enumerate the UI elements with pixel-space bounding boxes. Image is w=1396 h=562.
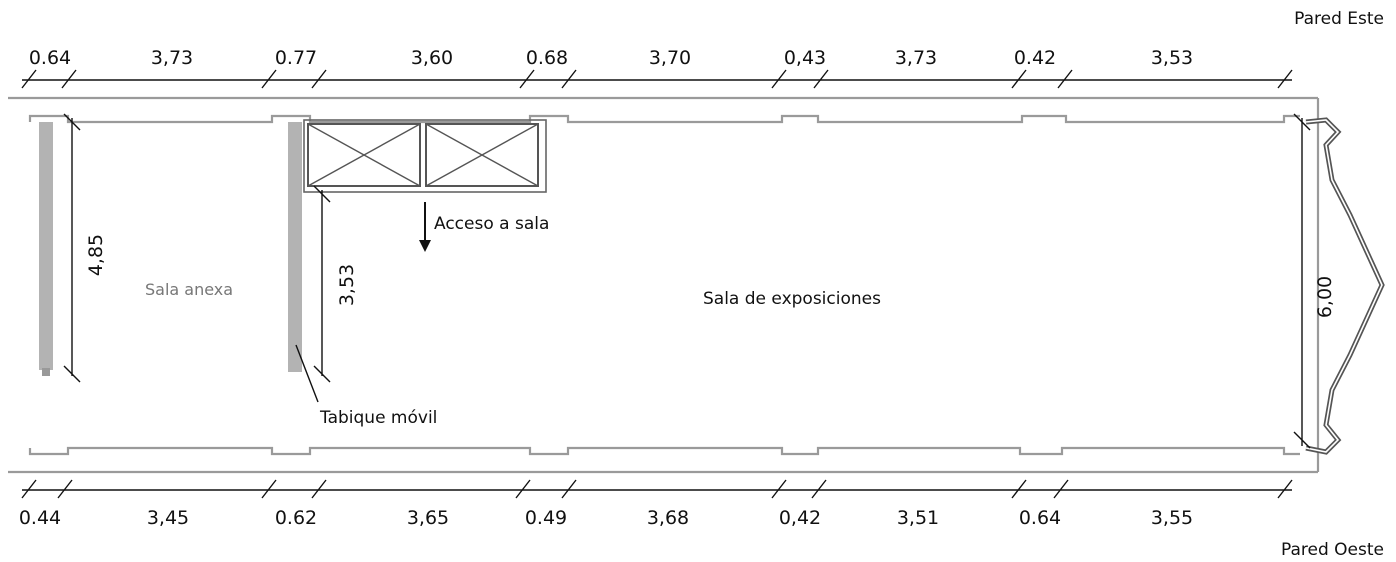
bottom-dim-9: 0.64	[1019, 507, 1061, 529]
bottom-dimension-line	[21, 479, 1293, 499]
bottom-dim-3: 0.62	[275, 507, 317, 529]
top-dim-7: 0,43	[784, 47, 826, 69]
top-dim-1: 0.64	[29, 47, 71, 69]
annex-height-dimension	[63, 113, 81, 383]
top-dim-9: 0.42	[1014, 47, 1056, 69]
top-dim-2: 3,73	[151, 47, 193, 69]
top-dim-10: 3,53	[1151, 47, 1193, 69]
main-room-label: Sala de exposiciones	[703, 289, 881, 309]
top-dimension-line	[21, 69, 1293, 89]
bottom-dim-5: 0.49	[525, 507, 567, 529]
top-dimension-labels: 0.64 3,73 0.77 3,60 0.68 3,70 0,43 3,73 …	[29, 47, 1193, 69]
bottom-dim-1: 0.44	[19, 507, 61, 529]
access-label: Acceso a sala	[434, 214, 549, 234]
partition-leader	[295, 344, 319, 403]
partition-height-label: 3,53	[336, 264, 358, 306]
south-inner-wall	[28, 446, 1300, 456]
bottom-dim-2: 3,45	[147, 507, 189, 529]
bottom-dim-7: 0,42	[779, 507, 821, 529]
annex-height-label: 4,85	[85, 234, 107, 276]
west-wall-label: Pared Oeste	[1281, 540, 1384, 560]
annex-room-label: Sala anexa	[145, 280, 233, 299]
annex-partition-foot	[42, 368, 50, 376]
end-width-label: 6,00	[1314, 276, 1336, 318]
top-dim-5: 0.68	[526, 47, 568, 69]
bottom-dim-8: 3,51	[897, 507, 939, 529]
top-dim-3: 0.77	[275, 47, 317, 69]
partition-height-dimension	[313, 185, 331, 383]
access-cabinets	[303, 119, 547, 193]
top-dim-8: 3,73	[895, 47, 937, 69]
bottom-dim-6: 3,68	[647, 507, 689, 529]
curved-end-wall	[1305, 117, 1385, 455]
outer-walls	[8, 96, 1320, 474]
bottom-dim-10: 3,55	[1151, 507, 1193, 529]
movable-partition	[288, 122, 302, 372]
east-wall-label: Pared Este	[1294, 9, 1384, 29]
partition-label: Tabique móvil	[319, 408, 437, 428]
end-width-dimension	[1293, 113, 1311, 449]
bottom-dim-4: 3,65	[407, 507, 449, 529]
access-arrow-icon	[419, 202, 431, 252]
top-dim-6: 3,70	[649, 47, 691, 69]
north-inner-wall	[28, 114, 1300, 124]
bottom-dimension-labels: 0.44 3,45 0.62 3,65 0.49 3,68 0,42 3,51 …	[19, 507, 1193, 529]
annex-partition	[39, 122, 53, 370]
top-dim-4: 3,60	[411, 47, 453, 69]
